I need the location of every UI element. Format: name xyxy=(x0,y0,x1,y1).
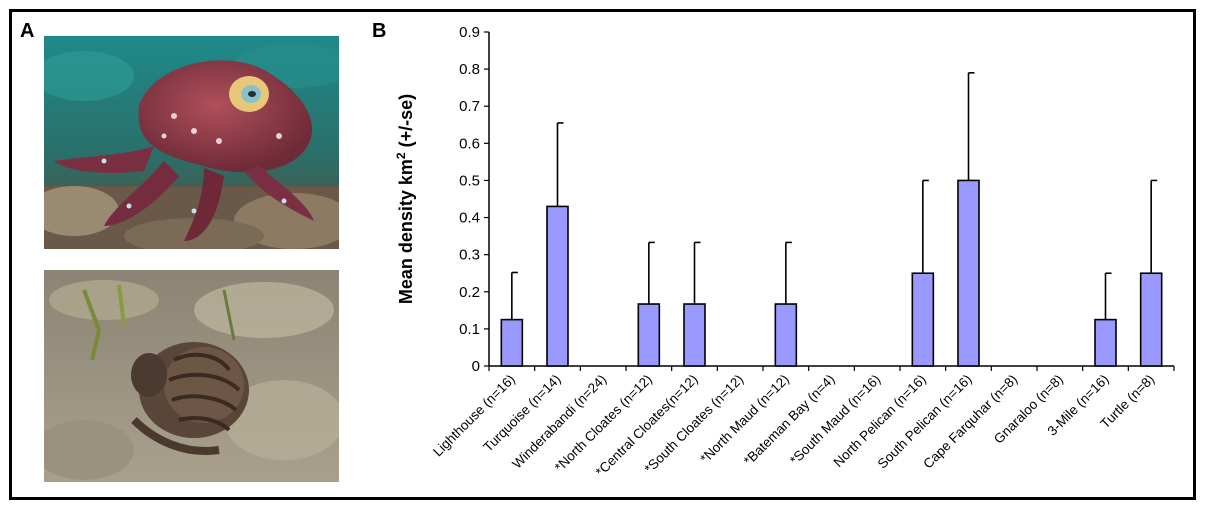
bar xyxy=(957,179,980,367)
y-tick-label: 0.6 xyxy=(459,135,480,152)
bar xyxy=(1094,318,1117,367)
bar xyxy=(683,303,706,367)
y-tick-label: 0.9 xyxy=(459,24,480,41)
panel-label-a: A xyxy=(20,20,35,42)
y-tick-label: 0.7 xyxy=(459,98,480,115)
y-tick-label: 0.3 xyxy=(459,247,480,264)
y-tick-label: 0.8 xyxy=(459,61,480,78)
panel-label-b: B xyxy=(372,20,387,42)
category-label: Turquoise (n=14) xyxy=(480,372,563,455)
y-tick-label: 0.1 xyxy=(459,321,480,338)
bar xyxy=(1139,272,1163,367)
bar xyxy=(774,303,798,367)
density-bar-chart: 0 0.1 0.2 0.3 0.4 0.5 0.6 0.7 0.8 0.9 Lighthouse (… xyxy=(394,24,1175,479)
bar xyxy=(637,303,661,367)
y-tick-label: 0 xyxy=(472,358,480,375)
octopus-photo-bottom xyxy=(44,270,339,482)
bar xyxy=(546,205,569,367)
bar xyxy=(500,318,524,367)
category-label: *North Maud (n=12) xyxy=(697,372,792,467)
bar xyxy=(911,272,935,367)
y-tick-label: 0.5 xyxy=(459,172,480,189)
y-tick-label: 0.2 xyxy=(459,284,480,301)
y-tick-label: 0.4 xyxy=(459,210,480,227)
category-label: Lighthouse (n=16) xyxy=(430,372,518,460)
octopus-photo-top xyxy=(44,36,339,249)
figure-frame xyxy=(9,9,1196,500)
y-axis-title: Mean density km2 (+/-se) xyxy=(394,94,416,304)
